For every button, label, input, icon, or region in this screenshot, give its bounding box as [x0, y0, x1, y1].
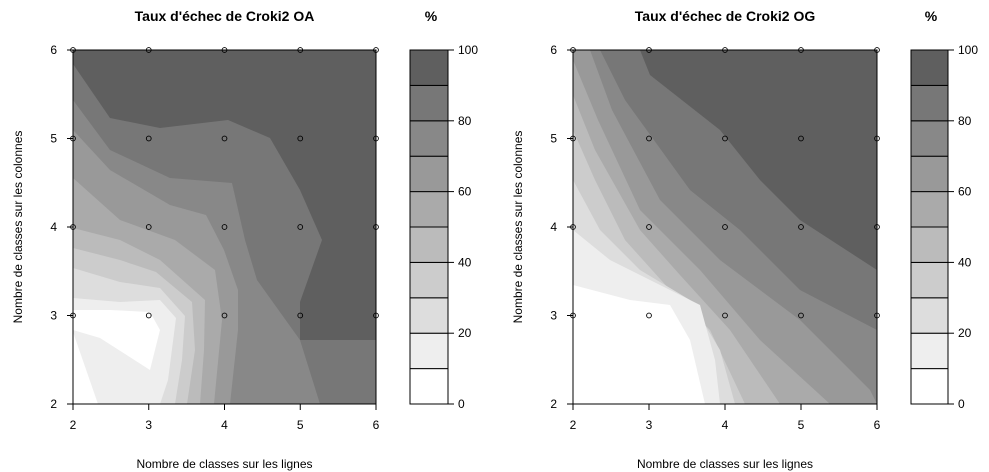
- x-axis-label: Nombre de classes sur les lignes: [136, 457, 312, 471]
- x-tick-label: 6: [874, 418, 881, 432]
- y-tick-label: 3: [550, 309, 557, 323]
- legend-swatch: [910, 191, 949, 228]
- grid-point: [722, 135, 728, 142]
- grid-point: [297, 135, 304, 142]
- grid-point: [722, 312, 728, 319]
- grid-point: [221, 224, 228, 230]
- contour-panel-oa: 2 3 4 5 6 2 3 4 5 6 Taux d'échec de Croki2 OA Nom…: [11, 8, 478, 471]
- legend-tick-label: 40: [458, 255, 472, 269]
- legend-swatch: [910, 84, 949, 122]
- legend-tick-label: 0: [958, 397, 965, 411]
- legend-swatch: [409, 261, 449, 299]
- legend-swatch: [910, 368, 949, 405]
- y-axis-label: Nombre de classes sur les colonnes: [511, 131, 525, 324]
- legend-swatch: [910, 332, 949, 370]
- grid-point: [798, 312, 804, 319]
- legend-tick-label: 100: [958, 43, 978, 57]
- legend-swatch: [409, 49, 449, 86]
- y-tick-label: 2: [50, 397, 57, 411]
- legend-tick-label: 60: [958, 185, 972, 199]
- legend-swatch: [409, 297, 449, 334]
- grid-point: [145, 135, 152, 142]
- grid-point: [297, 312, 304, 319]
- grid-point: [646, 224, 652, 230]
- x-tick-label: 2: [70, 418, 77, 432]
- grid-point: [297, 224, 304, 230]
- y-tick-label: 4: [50, 220, 57, 234]
- axes: 2 3 4 5 6 2 3 4 5 6: [550, 43, 880, 432]
- grid-point: [646, 312, 652, 319]
- x-tick-label: 6: [373, 418, 380, 432]
- x-tick-label: 2: [570, 418, 577, 432]
- grid-point: [722, 224, 728, 230]
- legend-tick-label: 80: [458, 114, 472, 128]
- legend-tick-label: 20: [458, 326, 472, 340]
- legend-title: %: [925, 8, 938, 24]
- x-tick-label: 4: [221, 418, 228, 432]
- legend-swatch: [409, 191, 449, 228]
- contour-band: [73, 310, 160, 370]
- color-legend: 0 20 40 60 80 100: [910, 43, 978, 411]
- legend-tick-label: 60: [458, 185, 472, 199]
- chart-title: Taux d'échec de Croki2 OA: [135, 8, 315, 24]
- y-tick-label: 6: [50, 43, 57, 57]
- x-tick-label: 3: [646, 418, 653, 432]
- legend-swatch: [910, 49, 949, 86]
- legend-swatch: [910, 226, 949, 263]
- y-tick-label: 5: [50, 132, 57, 146]
- y-axis-label: Nombre de classes sur les colonnes: [11, 131, 25, 324]
- contour-bands: [573, 50, 877, 404]
- grid-point: [221, 312, 228, 319]
- legend-tick-label: 20: [958, 326, 972, 340]
- grid-point: [798, 224, 804, 230]
- y-tick-label: 5: [550, 132, 557, 146]
- legend-swatch: [409, 226, 449, 263]
- legend-swatch: [409, 332, 449, 370]
- y-tick-label: 2: [550, 397, 557, 411]
- x-tick-label: 5: [297, 418, 304, 432]
- chart-title: Taux d'échec de Croki2 OG: [635, 8, 816, 24]
- contour-band: [573, 285, 705, 404]
- legend-swatch: [409, 120, 449, 157]
- legend-tick-label: 100: [458, 43, 478, 57]
- contour-band: [73, 332, 98, 404]
- y-tick-label: 6: [550, 43, 557, 57]
- grid-point: [145, 312, 152, 319]
- legend-title: %: [425, 8, 438, 24]
- legend-swatch: [910, 297, 949, 334]
- grid-point: [145, 224, 152, 230]
- legend-swatch: [409, 368, 449, 405]
- legend-swatch: [910, 120, 949, 157]
- contour-bands: [73, 50, 376, 404]
- axes: 2 3 4 5 6 2 3 4 5 6: [50, 43, 379, 432]
- legend-swatch: [910, 155, 949, 193]
- x-tick-label: 3: [145, 418, 152, 432]
- x-tick-label: 4: [722, 418, 729, 432]
- grid-point: [646, 135, 652, 142]
- legend-tick-label: 40: [958, 255, 972, 269]
- grid-point: [221, 135, 228, 142]
- y-tick-label: 4: [550, 220, 557, 234]
- color-legend: 0 20 40 60 80 100: [409, 43, 478, 411]
- legend-tick-label: 0: [458, 397, 465, 411]
- x-axis-label: Nombre de classes sur les lignes: [637, 457, 813, 471]
- grid-point: [798, 135, 804, 142]
- contour-panel-og: 2 3 4 5 6 2 3 4 5 6 Taux d'échec de Croki2 OG Nom…: [511, 8, 978, 471]
- legend-tick-label: 80: [958, 114, 972, 128]
- x-tick-label: 5: [798, 418, 805, 432]
- y-tick-label: 3: [50, 309, 57, 323]
- legend-swatch: [409, 155, 449, 193]
- legend-swatch: [409, 84, 449, 122]
- legend-swatch: [910, 261, 949, 299]
